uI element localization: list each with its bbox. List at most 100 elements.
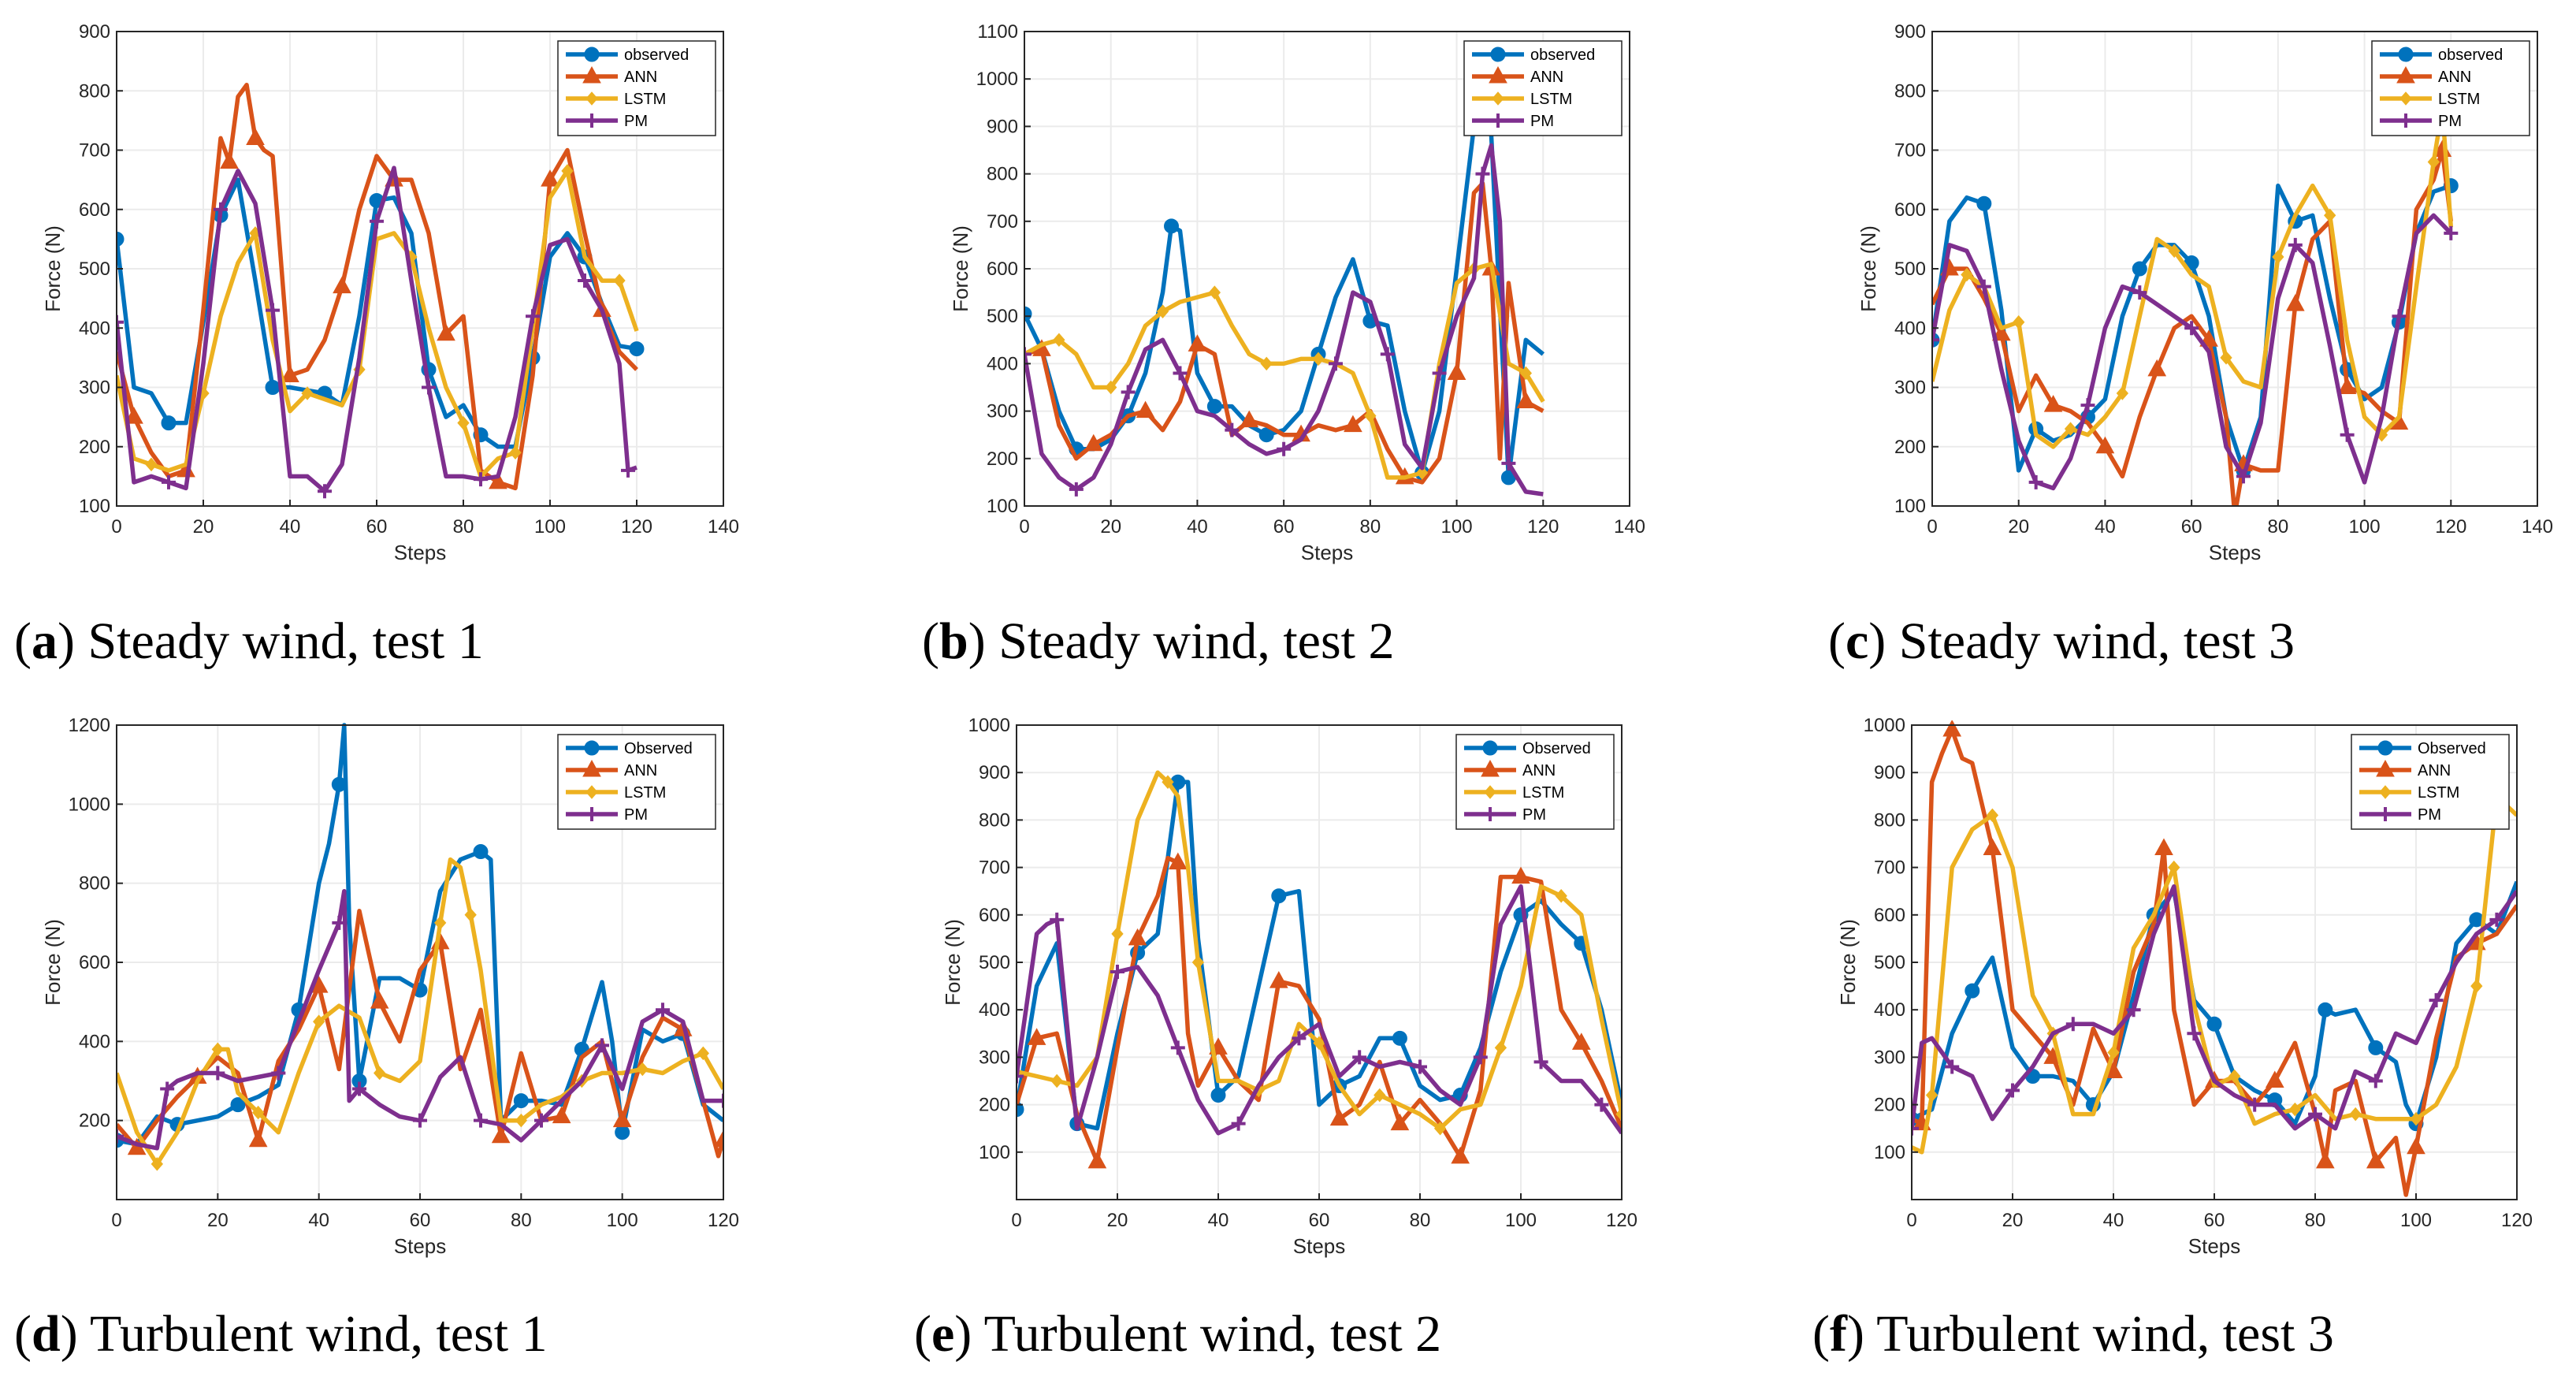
legend-item-lstm: LSTM	[1464, 784, 1564, 802]
y-tick-label: 400	[1894, 318, 1926, 339]
caption-b: (b) Steady wind, test 2	[922, 612, 1395, 670]
data-point	[2410, 1111, 2422, 1126]
y-tick-label: 800	[1894, 80, 1926, 102]
y-tick-label: 200	[987, 448, 1018, 470]
data-point	[2470, 979, 2483, 993]
y-tick-label: 1000	[1864, 715, 1905, 736]
data-point	[2065, 1017, 2080, 1032]
legend-marker	[584, 740, 600, 756]
data-point	[248, 1129, 268, 1148]
data-point	[1344, 415, 1362, 433]
x-tick-label: 120	[621, 516, 652, 538]
data-point	[2154, 838, 2173, 856]
x-tick-label: 80	[2268, 516, 2289, 538]
y-tick-label: 400	[979, 999, 1010, 1021]
data-point	[1128, 928, 1147, 946]
x-axis-label: Steps	[2209, 541, 2262, 564]
y-axis-label: Force (N)	[1836, 919, 1860, 1006]
y-tick-label: 900	[1894, 21, 1926, 43]
legend-marker	[1491, 113, 1505, 128]
data-point	[117, 231, 125, 247]
legend-marker	[585, 91, 598, 106]
data-point	[1983, 838, 2002, 856]
data-point	[513, 1093, 529, 1109]
legend-item-observed: Observed	[1464, 740, 1591, 757]
data-point	[265, 380, 281, 395]
data-point	[1932, 333, 1939, 348]
legend-item-observed: observed	[566, 47, 689, 64]
data-point	[313, 1014, 325, 1029]
data-point	[1225, 422, 1240, 437]
data-point	[1925, 1088, 1939, 1103]
data-point	[422, 380, 436, 395]
data-point	[266, 303, 280, 318]
y-tick-label: 400	[79, 1031, 110, 1052]
data-point	[1432, 366, 1447, 381]
data-point	[1121, 385, 1136, 400]
legend-marker	[1482, 740, 1498, 756]
legend-marker	[1492, 91, 1504, 106]
data-point	[2265, 1070, 2284, 1088]
data-point	[2116, 386, 2129, 400]
legend-label: ANN	[1530, 69, 1563, 86]
legend-label: LSTM	[2418, 784, 2459, 802]
legend: Observed ANN LSTM PM	[557, 734, 716, 830]
y-tick-label: 300	[79, 378, 110, 399]
data-point	[474, 472, 488, 487]
data-point	[1017, 1102, 1024, 1118]
data-point	[1380, 347, 1395, 362]
x-tick-label: 120	[1606, 1210, 1637, 1231]
y-tick-label: 1000	[968, 715, 1010, 736]
data-point	[1111, 927, 1124, 941]
x-axis-label: Steps	[394, 541, 447, 564]
chart-5: 0 20 40 60 80 100 120 100 200 300 400 500 600 700 800 9…	[941, 715, 1637, 1258]
data-point	[370, 991, 389, 1009]
x-tick-label: 60	[1273, 516, 1295, 538]
data-point	[1260, 356, 1273, 371]
data-point	[2005, 1083, 2020, 1098]
data-point	[1519, 366, 1533, 381]
data-point	[473, 844, 489, 860]
series-line	[117, 166, 637, 493]
y-tick-label: 100	[1874, 1142, 1905, 1163]
legend-item-pm: PM	[566, 806, 648, 824]
legend-label: PM	[2418, 806, 2441, 824]
y-tick-label: 900	[1874, 762, 1905, 783]
data-point	[2107, 1045, 2120, 1060]
legend-item-pm: PM	[2380, 113, 2462, 130]
data-point	[656, 1003, 670, 1018]
data-point	[1053, 333, 1065, 348]
y-tick-label: 600	[1894, 199, 1926, 221]
x-tick-label: 40	[2103, 1210, 2124, 1231]
x-tick-label: 0	[1906, 1210, 1916, 1231]
data-point	[2407, 1137, 2425, 1155]
x-tick-label: 60	[2181, 516, 2202, 538]
data-point	[2427, 154, 2440, 169]
y-tick-label: 800	[1874, 809, 1905, 831]
x-tick-label: 100	[2400, 1210, 2432, 1231]
caption-f: (f) Turbulent wind, test 3	[1812, 1305, 2334, 1363]
data-point	[2444, 225, 2459, 240]
series-pm	[1912, 884, 2517, 1136]
data-point	[333, 276, 351, 294]
chart-4: 0 20 40 60 80 100 120 200 400 600 800 1000 1200 Steps…	[41, 715, 739, 1258]
data-point	[252, 1105, 265, 1120]
data-point	[1991, 323, 2011, 341]
data-point	[578, 273, 592, 288]
data-point	[1976, 279, 1991, 294]
data-point	[1392, 1030, 1407, 1046]
chart-3: 0 20 40 60 80 100 120 140 100 200 300 400 500 600 700 8…	[1857, 21, 2553, 564]
series-pm	[117, 166, 637, 499]
legend-item-pm: PM	[1464, 806, 1546, 824]
data-point	[515, 1113, 527, 1128]
y-tick-label: 300	[1894, 378, 1926, 399]
legend-marker	[2379, 785, 2392, 799]
y-tick-label: 500	[979, 952, 1010, 973]
x-tick-label: 40	[1187, 516, 1208, 538]
y-tick-label: 700	[79, 140, 110, 162]
data-point	[1050, 1073, 1063, 1088]
data-point	[1571, 1032, 1591, 1050]
legend-label: observed	[624, 47, 689, 64]
data-point	[2308, 1107, 2322, 1122]
